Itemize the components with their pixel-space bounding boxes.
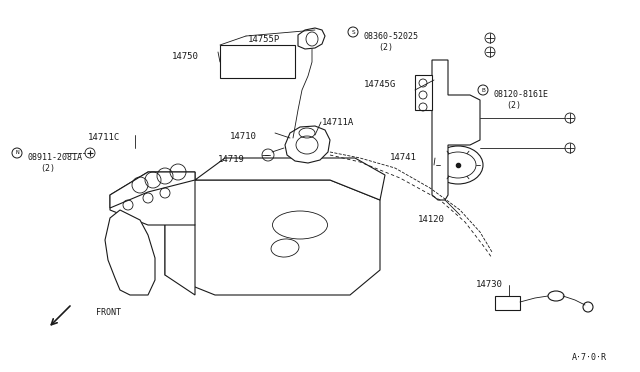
- Text: 14755P: 14755P: [248, 35, 280, 44]
- Polygon shape: [110, 172, 195, 225]
- Polygon shape: [110, 172, 195, 208]
- Polygon shape: [415, 75, 432, 110]
- Text: 14711A: 14711A: [322, 118, 355, 127]
- Text: 14750: 14750: [172, 52, 199, 61]
- Text: 14710: 14710: [230, 132, 257, 141]
- Polygon shape: [195, 158, 385, 200]
- Polygon shape: [298, 28, 325, 49]
- Text: (2): (2): [40, 164, 55, 173]
- Text: 14719: 14719: [218, 155, 245, 164]
- Text: B: B: [481, 87, 485, 93]
- Text: A·7·0·R: A·7·0·R: [572, 353, 607, 362]
- Text: 14120: 14120: [418, 215, 445, 224]
- Text: S: S: [351, 29, 355, 35]
- Polygon shape: [285, 126, 330, 163]
- Text: 14730: 14730: [476, 280, 503, 289]
- Polygon shape: [495, 296, 520, 310]
- Text: (2): (2): [506, 101, 521, 110]
- Text: 08911-2081A: 08911-2081A: [28, 153, 83, 162]
- Text: FRONT: FRONT: [96, 308, 121, 317]
- Polygon shape: [165, 180, 380, 295]
- Polygon shape: [105, 210, 155, 295]
- Polygon shape: [165, 205, 195, 295]
- Text: 08360-52025: 08360-52025: [364, 32, 419, 41]
- Text: 08120-8161E: 08120-8161E: [494, 90, 549, 99]
- Polygon shape: [220, 45, 295, 78]
- Text: 14741: 14741: [390, 153, 417, 162]
- Text: (2): (2): [378, 43, 393, 52]
- Polygon shape: [432, 60, 480, 200]
- Text: 14711C: 14711C: [88, 133, 120, 142]
- Text: 14745G: 14745G: [364, 80, 396, 89]
- Text: N: N: [15, 151, 19, 155]
